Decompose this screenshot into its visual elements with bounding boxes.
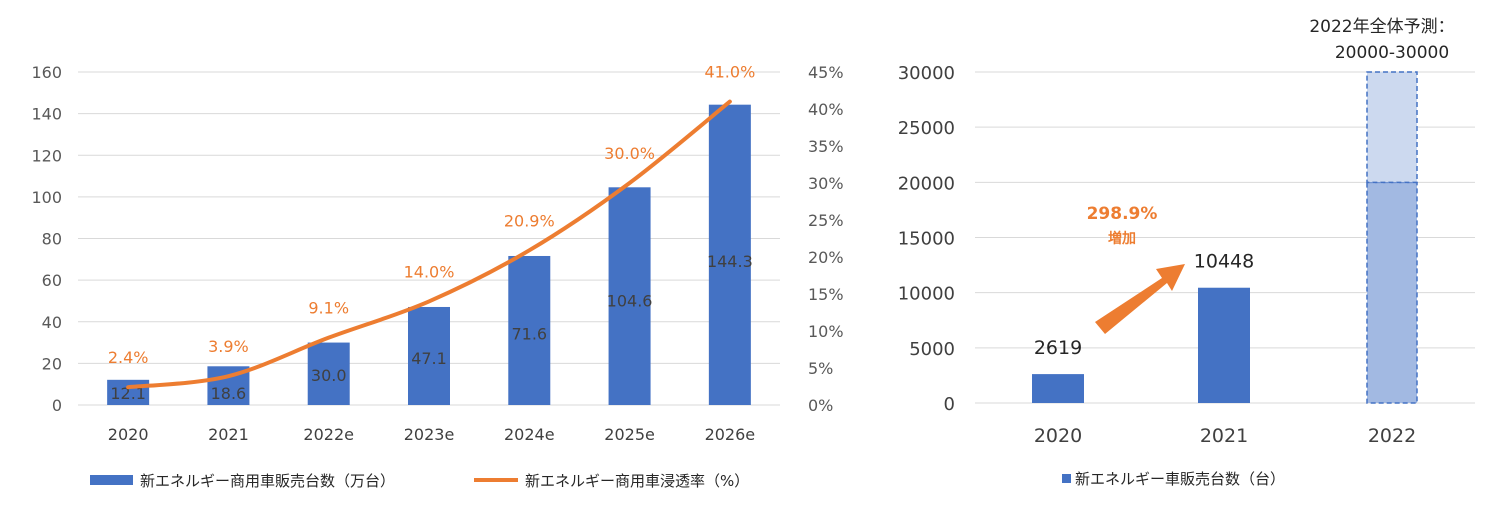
left-x-tick: 2025e [604,425,655,444]
left-line-label: 3.9% [208,337,249,356]
left-x-tick: 2020 [108,425,149,444]
left-x-ticks: 2020 2021 2022e 2023e 2024e 2025e 2026e [108,425,755,444]
left-legend: 新エネルギー商用車販売台数（万台） 新エネルギー商用車浸透率（%） [90,472,749,490]
left-line-label: 30.0% [604,144,655,163]
left-y2-tick: 40% [808,100,844,119]
legend-bar-label: 新エネルギー商用車販売台数（万台） [140,472,395,490]
right-x-tick: 2022 [1368,425,1416,447]
left-bar-label: 30.0 [311,366,347,385]
legend-bar-swatch [90,475,133,485]
right-legend-label: 新エネルギー車販売台数（台） [1075,470,1285,488]
right-bar [1032,374,1084,403]
legend-line-label: 新エネルギー商用車浸透率（%） [525,472,749,490]
left-line-label: 20.9% [504,211,555,230]
left-y2-tick: 0% [808,396,833,415]
right-bar [1198,287,1250,403]
increase-percent: 298.9% [1087,204,1158,224]
left-chart: 0 20 40 60 80 100 120 140 160 0% 5% 10% 15% 20% 25% 30… [31,63,843,490]
right-bars: 2619 10448 [1032,71,1418,404]
left-bar [107,379,150,405]
left-bar-label: 12.1 [110,384,146,403]
right-x-tick: 2020 [1034,425,1082,447]
right-y-tick: 10000 [898,284,955,305]
left-y-tick: 160 [31,63,62,82]
left-line-label: 41.0% [704,63,755,82]
right-y-tick: 30000 [898,63,955,84]
right-legend: 新エネルギー車販売台数（台） [1062,470,1285,488]
left-bars: 12.1 18.6 30.0 47.1 71.6 104.6 144.3 [107,104,753,405]
left-bar [508,255,551,405]
left-y-tick: 20 [42,354,62,373]
left-y-tick: 40 [42,313,62,332]
left-y2-tick: 10% [808,322,844,341]
left-y-tick: 0 [52,396,62,415]
right-y-tick: 0 [944,394,955,415]
increase-arrow [1095,264,1185,334]
left-x-tick: 2026e [705,425,756,444]
forecast-note-line1: 2022年全体予測： [1309,17,1454,37]
left-y-tick: 100 [31,188,62,207]
right-y-tick: 5000 [909,339,955,360]
left-y2-tick: 20% [808,248,844,267]
left-bar [307,342,350,405]
left-x-tick: 2022e [303,425,354,444]
left-gridlines [78,71,780,406]
forecast-bar-high [1366,71,1418,184]
left-bar [608,187,651,405]
left-y2-tick: 30% [808,174,844,193]
left-y2-tick: 25% [808,211,844,230]
left-line-label: 9.1% [308,299,349,318]
right-bar-label: 2619 [1034,337,1082,359]
left-y2-tick: 5% [808,359,833,378]
right-bar-label: 10448 [1194,251,1254,273]
left-y2-tick: 45% [808,63,844,82]
right-x-tick: 2021 [1200,425,1248,447]
left-bar-label: 144.3 [707,252,753,271]
forecast-note-line2: 20000-30000 [1335,43,1449,63]
right-y-tick: 15000 [898,229,955,250]
left-y2-tick: 15% [808,285,844,304]
left-line-label: 2.4% [108,348,149,367]
left-y2-ticks: 0% 5% 10% 15% 20% 25% 30% 35% 40% 45% [808,63,844,415]
right-y-ticks: 0 5000 10000 15000 20000 25000 30000 [898,63,955,415]
right-legend-swatch [1062,474,1071,483]
left-y-tick: 140 [31,105,62,124]
increase-label: 増加 [1108,230,1136,247]
right-x-ticks: 2020 2021 2022 [1034,425,1416,447]
left-y2-tick: 35% [808,137,844,156]
right-chart: 0 5000 10000 15000 20000 25000 30000 2619 10448… [898,17,1475,488]
left-y-ticks: 0 20 40 60 80 100 120 140 160 [31,63,62,415]
left-bar-label: 104.6 [607,292,653,311]
left-y-tick: 60 [42,271,62,290]
right-y-tick: 25000 [898,118,955,139]
left-line: 2.4% 3.9% 9.1% 14.0% 20.9% 30.0% 41.0% [108,63,755,390]
left-y-tick: 120 [31,146,62,165]
left-x-tick: 2024e [504,425,555,444]
left-x-tick: 2021 [208,425,249,444]
left-bar [708,104,751,405]
right-annotation: 2022年全体予測： 20000-30000 298.9% 増加 [1087,17,1455,334]
left-bar [408,306,450,405]
left-bar-label: 71.6 [511,324,547,343]
left-y-tick: 80 [42,230,62,249]
left-x-tick: 2023e [404,425,455,444]
left-bar-label: 47.1 [411,349,447,368]
right-y-tick: 20000 [898,173,955,194]
forecast-bar-low [1366,181,1418,404]
left-line-label: 14.0% [404,262,455,281]
penetration-line [126,99,732,390]
left-bar-label: 18.6 [211,384,247,403]
